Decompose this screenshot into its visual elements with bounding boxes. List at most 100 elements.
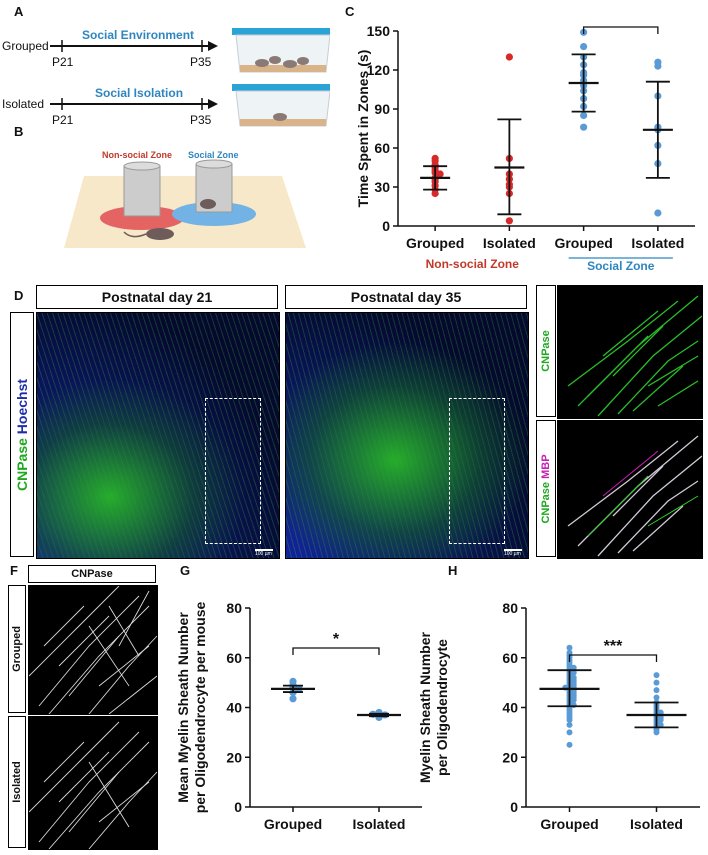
stain-label-d: CNPase Hoechst bbox=[10, 312, 34, 557]
y-tick-label: 60 bbox=[502, 650, 518, 666]
micrograph-p21: 100 µm bbox=[36, 312, 280, 559]
significance-label: * bbox=[618, 18, 625, 27]
significance-bracket bbox=[292, 647, 380, 655]
micrograph-e-merge bbox=[557, 420, 703, 559]
data-point bbox=[653, 729, 660, 736]
scale-text-p35: 100 µm bbox=[504, 551, 521, 557]
cage-grouped-illustration bbox=[232, 28, 330, 73]
x-tick-label: Isolated bbox=[631, 235, 684, 251]
x-tick-label: Grouped bbox=[406, 235, 464, 251]
data-point bbox=[653, 687, 660, 694]
significance-label: * bbox=[333, 631, 340, 648]
data-point bbox=[431, 189, 439, 198]
y-tick-label: 120 bbox=[367, 62, 391, 78]
panel-letter-d: D bbox=[14, 288, 24, 303]
roi-box-p21 bbox=[205, 398, 261, 544]
data-point bbox=[580, 111, 588, 120]
significance-bracket bbox=[568, 654, 658, 662]
micrograph-f-isolated bbox=[28, 716, 158, 850]
nonsocial-zone-label: Non-social Zone bbox=[102, 150, 172, 160]
row-isolated-label: Isolated bbox=[2, 97, 44, 111]
y-axis-label-line1: Myelin Sheath Number bbox=[417, 631, 433, 782]
x-tick-label: Grouped bbox=[264, 816, 322, 832]
scale-bar-p35 bbox=[504, 549, 522, 551]
data-point bbox=[654, 62, 662, 70]
y-tick-label: 30 bbox=[374, 179, 390, 195]
scale-text-p21: 100 µm bbox=[255, 551, 272, 557]
social-isolation-title: Social Isolation bbox=[95, 86, 183, 100]
data-point bbox=[653, 672, 660, 679]
y-tick-label: 0 bbox=[234, 799, 242, 815]
social-zone-circle bbox=[172, 202, 256, 226]
data-point bbox=[436, 170, 444, 178]
y-tick-label: 40 bbox=[226, 700, 242, 716]
header-postnatal-day-21: Postnatal day 21 bbox=[36, 285, 278, 309]
cage-isolated-illustration bbox=[232, 84, 330, 127]
f-header: CNPase bbox=[28, 565, 156, 583]
panel-letter-c: C bbox=[345, 4, 355, 19]
f-row-isolated-label: Isolated bbox=[8, 716, 26, 848]
social-environment-title: Social Environment bbox=[82, 28, 194, 42]
chart-h: 0 20 40 60 80 Grouped Isolated Myelin Sheath Nu… bbox=[417, 600, 700, 832]
x-tick-label: Isolated bbox=[483, 235, 536, 251]
data-point bbox=[566, 644, 573, 651]
e-bottom-label: CNPase MBP bbox=[536, 420, 556, 557]
y-axis-label-line2: per Oligodendrocyte per mouse bbox=[192, 601, 208, 813]
y-tick-label: 40 bbox=[502, 700, 518, 716]
row2-start: P21 bbox=[52, 113, 74, 127]
micrograph-p35: 100 µm bbox=[285, 312, 529, 559]
row-grouped-label: Grouped bbox=[2, 39, 49, 53]
data-point bbox=[653, 694, 660, 701]
panel-letter-h: H bbox=[448, 563, 458, 578]
mouse-icon bbox=[146, 228, 174, 240]
social-zone-label: Social Zone bbox=[188, 150, 239, 160]
panel-a-timeline: Grouped Social Environment P21 P35 Isola… bbox=[2, 28, 330, 127]
y-tick-label: 20 bbox=[502, 749, 518, 765]
micrograph-f-grouped bbox=[28, 585, 158, 715]
group-label-social: Social Zone bbox=[587, 259, 655, 273]
nonsocial-zone-circle bbox=[100, 206, 184, 230]
y-axis-label-line1: Mean Myelin Sheath Number bbox=[175, 612, 191, 803]
chart-g: 0 20 40 60 80 Grouped Isolated Mean Myelin Shea… bbox=[175, 600, 422, 832]
significance-label: *** bbox=[604, 638, 623, 655]
x-tick-label: Grouped bbox=[554, 235, 612, 251]
scale-bar-p21 bbox=[255, 549, 273, 551]
x-tick-label: Grouped bbox=[540, 816, 598, 832]
x-tick-label: Isolated bbox=[353, 816, 406, 832]
data-point bbox=[566, 741, 573, 748]
row1-start: P21 bbox=[52, 55, 74, 69]
y-tick-label: 150 bbox=[367, 23, 391, 39]
y-axis-label: Time Spent in Zones (s) bbox=[355, 50, 371, 208]
panel-letter-a: A bbox=[14, 4, 24, 19]
y-tick-label: 0 bbox=[382, 218, 390, 234]
data-point bbox=[654, 209, 662, 217]
y-tick-label: 60 bbox=[374, 140, 390, 156]
y-axis-label-line2: per Oligodendrocyte bbox=[434, 639, 450, 776]
row1-end: P35 bbox=[190, 55, 212, 69]
data-point bbox=[566, 729, 573, 736]
y-tick-label: 60 bbox=[226, 650, 242, 666]
data-point bbox=[566, 721, 573, 728]
row2-end: P35 bbox=[190, 113, 212, 127]
significance-bracket bbox=[582, 26, 659, 34]
y-tick-label: 80 bbox=[226, 600, 242, 616]
header-postnatal-day-35: Postnatal day 35 bbox=[285, 285, 527, 309]
y-tick-label: 0 bbox=[510, 799, 518, 815]
roi-box-p35 bbox=[449, 398, 505, 544]
y-tick-label: 90 bbox=[374, 101, 390, 117]
panel-letter-b: B bbox=[14, 124, 24, 139]
panel-letter-f: F bbox=[10, 563, 18, 578]
chart-c: 0 30 60 90 120 150 Grouped Isolated Grouped Isola… bbox=[355, 18, 695, 273]
f-row-grouped-label: Grouped bbox=[8, 585, 26, 713]
data-point bbox=[505, 53, 513, 61]
x-tick-label: Isolated bbox=[630, 816, 683, 832]
data-point bbox=[580, 43, 588, 51]
data-point bbox=[566, 716, 573, 723]
data-point bbox=[505, 217, 513, 225]
stain-cnpase-label: CNPase bbox=[14, 437, 30, 491]
data-point bbox=[653, 679, 660, 686]
group-label-nonsocial: Non-social Zone bbox=[426, 257, 520, 271]
y-tick-label: 80 bbox=[502, 600, 518, 616]
panel-letter-g: G bbox=[180, 563, 191, 578]
stain-hoechst-label: Hoechst bbox=[14, 378, 30, 434]
